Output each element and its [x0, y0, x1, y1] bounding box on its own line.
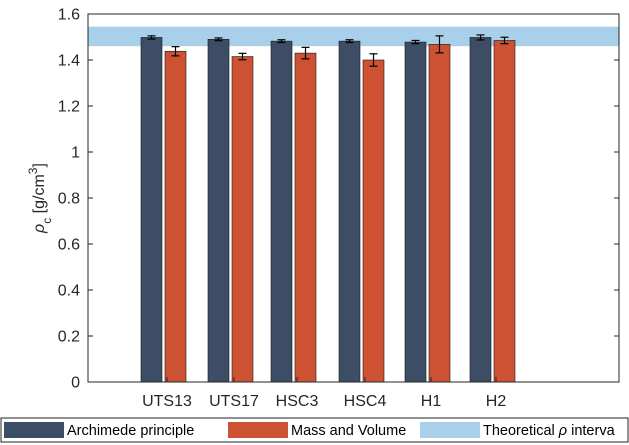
y-axis-label: ρc [g/cm3]	[26, 163, 54, 234]
y-tick-label: 1.6	[58, 7, 80, 24]
x-tick-label: HSC4	[344, 393, 387, 410]
y-label-rho: ρ	[31, 224, 48, 234]
y-label-sup: 3	[26, 167, 40, 174]
x-tick-label: UTS17	[209, 393, 259, 410]
bar-archimede-uts13	[140, 37, 163, 383]
legend-swatch-archimede	[4, 422, 64, 438]
y-axis-ticks: 0 0.2 0.4 0.6 0.8 1 1.2 1.4 1.6	[58, 7, 619, 392]
x-axis-ticks: UTS13 UTS17 HSC3 HSC4 H1 H2	[142, 377, 506, 410]
error-bar-group	[147, 34, 509, 67]
y-label-unit: [g/cm	[31, 174, 48, 218]
legend-label-theoretical: Theoretical ρ interva	[483, 423, 616, 439]
x-tick-label: H2	[486, 393, 507, 410]
bar-mass-h1	[428, 44, 451, 383]
legend-label-mass: Mass and Volume	[291, 423, 406, 439]
legend-swatch-mass	[228, 422, 288, 438]
y-tick-label: 0.6	[58, 237, 80, 254]
x-tick-label: UTS13	[142, 393, 192, 410]
y-tick-label: 0.4	[58, 283, 80, 300]
bar-mass-uts13	[164, 50, 187, 383]
bar-mass-hsc3	[294, 52, 317, 383]
legend-theoretical-suffix: interva	[567, 423, 615, 439]
legend-theoretical-prefix: Theoretical	[483, 423, 559, 439]
bar-mass-hsc4	[362, 59, 385, 383]
y-tick-label: 1	[71, 145, 80, 162]
legend-label-archimede: Archimede principle	[67, 423, 194, 439]
y-label-close: ]	[31, 163, 48, 167]
y-tick-label: 0	[71, 375, 80, 392]
bar-series-group	[140, 37, 516, 383]
y-tick-label: 1.4	[58, 53, 80, 70]
bar-archimede-uts17	[207, 38, 230, 383]
legend-swatch-theoretical	[420, 422, 480, 438]
y-label-sub: c	[40, 218, 54, 224]
y-tick-label: 0.8	[58, 191, 80, 208]
bar-archimede-hsc3	[270, 40, 293, 383]
bar-mass-uts17	[231, 56, 254, 383]
bar-mass-h2	[493, 40, 516, 383]
y-tick-label: 1.2	[58, 99, 80, 116]
axes-frame	[87, 13, 620, 383]
legend: Archimede principle Mass and Volume Theo…	[0, 417, 629, 443]
legend-theoretical-symbol: ρ	[558, 423, 567, 439]
bar-archimede-hsc4	[338, 40, 361, 383]
x-tick-label: H1	[421, 393, 442, 410]
y-tick-label: 0.2	[58, 329, 80, 346]
x-tick-label: HSC3	[276, 393, 319, 410]
bar-archimede-h2	[469, 37, 492, 383]
bar-archimede-h1	[404, 41, 427, 383]
legend-box	[0, 417, 629, 443]
